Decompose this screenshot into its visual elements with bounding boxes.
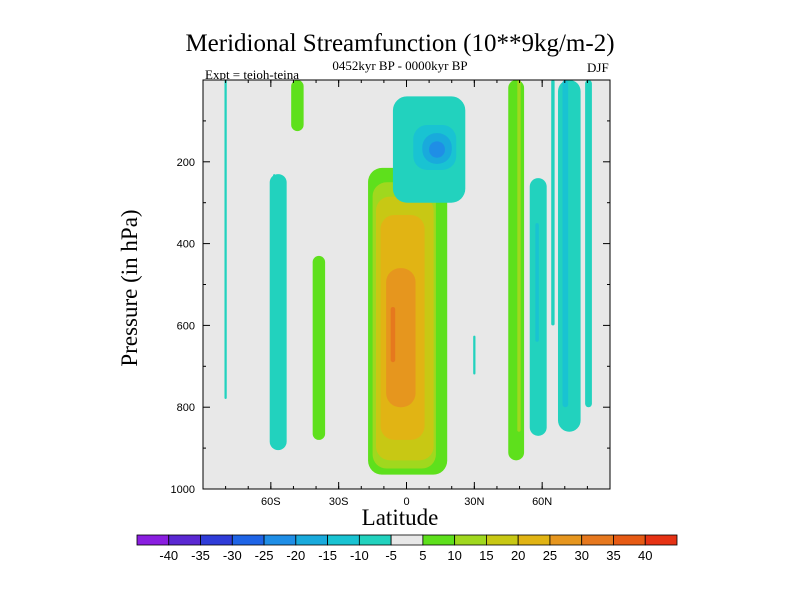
y-tick-label: 800 xyxy=(177,402,195,414)
experiment-label: Expt = teioh-teina xyxy=(205,67,299,82)
contour-cell-10 xyxy=(386,268,416,408)
colorbar-swatch xyxy=(200,534,233,546)
y-axis-ticks: 200 400 600 800 1000 xyxy=(171,120,610,496)
colorbar-swatch xyxy=(327,534,360,546)
y-tick-label: 200 xyxy=(177,157,195,169)
contour-cell-4 xyxy=(312,255,326,440)
contour-cell-1 xyxy=(224,80,227,400)
chart-title: Meridional Streamfunction (10**9kg/m-2) xyxy=(185,30,615,57)
colorbar-label: 5 xyxy=(419,548,426,563)
contour-cell-24 xyxy=(585,80,592,408)
contour-cell-3 xyxy=(273,174,276,187)
contour-cell-16 xyxy=(473,335,476,375)
x-tick-label: 60N xyxy=(532,496,552,508)
colorbar-label: 35 xyxy=(606,548,620,563)
colorbar-swatch xyxy=(549,534,583,546)
x-tick-label: 60S xyxy=(261,496,281,508)
colorbar-label: 10 xyxy=(447,548,461,563)
contour-cell-15 xyxy=(429,141,445,158)
colorbar-label: -20 xyxy=(286,548,305,563)
colorbar-swatch xyxy=(231,534,265,546)
colorbar-swatch xyxy=(454,534,487,546)
contour-cell-20 xyxy=(535,223,539,342)
x-axis-label: Latitude xyxy=(361,505,439,530)
colorbar-swatch xyxy=(613,534,646,546)
colorbar-label: 15 xyxy=(479,548,493,563)
colorbar-swatch xyxy=(295,534,328,546)
contour-regions xyxy=(224,80,592,475)
x-axis-ticks: 60S 30S 0 30N 60N xyxy=(225,80,588,508)
chart-subtitle: 0452kyr BP - 0000kyr BP xyxy=(332,58,468,73)
contour-cell-23 xyxy=(562,80,569,408)
colorbar-swatch xyxy=(136,534,170,546)
contour-cell-2 xyxy=(269,174,287,451)
colorbar-swatch xyxy=(358,534,392,546)
colorbar-label: 25 xyxy=(543,548,557,563)
colorbar-label: -15 xyxy=(318,548,337,563)
colorbar-label: -5 xyxy=(385,548,397,563)
x-tick-label: 30S xyxy=(329,496,349,508)
colorbar-swatch xyxy=(644,534,678,546)
colorbar-label: -10 xyxy=(350,548,369,563)
colorbar-swatch xyxy=(422,534,456,546)
contour-cell-18 xyxy=(517,80,521,432)
colorbar-swatch xyxy=(517,534,551,546)
colorbar: -40 -35 -30 -25 -20 -15 -10 -5 5 10 15 20 25 30 35 40 xyxy=(136,534,678,563)
colorbar-swatch xyxy=(168,534,201,546)
y-tick-label: 600 xyxy=(177,320,195,332)
colorbar-label: -25 xyxy=(255,548,274,563)
colorbar-label: -35 xyxy=(191,548,210,563)
colorbar-label: -30 xyxy=(223,548,242,563)
season-label: DJF xyxy=(587,60,609,75)
contour-cell-5 xyxy=(291,80,304,132)
colorbar-label: 20 xyxy=(511,548,525,563)
colorbar-swatch xyxy=(263,534,297,546)
x-tick-label: 30N xyxy=(464,496,484,508)
colorbar-label: 30 xyxy=(574,548,588,563)
contour-cell-17 xyxy=(508,80,525,461)
contour-cell-11 xyxy=(390,306,396,363)
colorbar-label: -40 xyxy=(159,548,178,563)
colorbar-label: 40 xyxy=(638,548,652,563)
y-tick-label: 1000 xyxy=(171,484,195,496)
x-tick-label: 0 xyxy=(403,496,409,508)
colorbar-swatch xyxy=(390,534,424,546)
y-tick-label: 400 xyxy=(177,239,195,251)
contour-cell-21 xyxy=(551,80,555,326)
contour-cell-22 xyxy=(557,80,581,432)
colorbar-swatch xyxy=(486,534,519,546)
colorbar-swatch xyxy=(581,534,614,546)
